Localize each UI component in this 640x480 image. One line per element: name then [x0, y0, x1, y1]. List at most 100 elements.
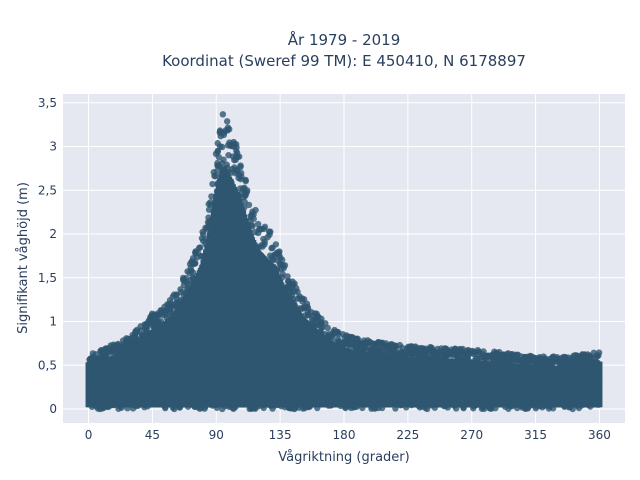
data-point [261, 223, 269, 231]
x-tick-label: 360 [588, 428, 611, 442]
data-point [258, 328, 265, 335]
data-point [313, 367, 320, 374]
data-point [408, 369, 415, 376]
data-point [343, 401, 351, 409]
data-point [247, 233, 255, 241]
data-point [393, 349, 401, 356]
data-point [450, 349, 457, 356]
data-point [193, 403, 200, 410]
data-point [238, 249, 245, 257]
data-point [476, 393, 484, 400]
data-point [290, 302, 298, 310]
data-point [328, 368, 335, 375]
data-point [595, 349, 603, 356]
data-point [372, 382, 380, 389]
data-point [493, 349, 500, 357]
data-point [422, 355, 429, 362]
data-point [157, 318, 165, 325]
data-point [174, 373, 181, 380]
data-point [272, 241, 280, 248]
data-point [442, 391, 450, 398]
x-tick-label: 270 [460, 428, 483, 442]
data-point [375, 338, 382, 346]
y-tick-label: 1,5 [38, 271, 57, 285]
data-point [296, 305, 303, 312]
data-point [248, 306, 255, 313]
data-point [203, 248, 211, 255]
data-point [350, 404, 358, 411]
data-point [357, 353, 364, 360]
data-point [387, 398, 395, 406]
data-point [359, 347, 366, 355]
data-point [412, 352, 419, 359]
data-point [488, 405, 495, 412]
data-point [156, 332, 163, 339]
data-point [413, 384, 421, 391]
data-point [148, 400, 155, 407]
data-point [453, 400, 460, 408]
data-point [223, 118, 231, 125]
data-point [286, 318, 294, 326]
data-point [181, 400, 188, 407]
data-point [206, 300, 214, 307]
data-point [590, 399, 597, 407]
data-point [124, 381, 132, 388]
data-point [371, 405, 378, 412]
data-point [452, 405, 460, 412]
data-point [137, 361, 145, 369]
data-point [260, 404, 267, 412]
data-point [495, 387, 502, 395]
data-point [450, 361, 457, 368]
x-tick-label: 45 [145, 428, 160, 442]
data-point [159, 344, 167, 351]
data-point [497, 377, 504, 384]
y-tick-label: 2 [49, 227, 57, 241]
data-point [543, 363, 550, 370]
data-point [536, 364, 543, 371]
data-point [197, 277, 205, 285]
data-point [288, 312, 295, 319]
data-point [229, 165, 236, 173]
data-point [181, 315, 188, 322]
data-point [343, 348, 350, 355]
data-point [224, 211, 232, 218]
data-point [583, 376, 591, 383]
data-point [414, 367, 421, 374]
data-point [375, 393, 382, 400]
data-point [112, 361, 120, 368]
data-point [279, 301, 286, 308]
data-point [424, 366, 432, 373]
data-point [367, 347, 374, 355]
data-point [224, 262, 231, 269]
data-point [430, 362, 438, 369]
data-point [236, 235, 244, 243]
data-point [209, 180, 216, 188]
data-point [258, 323, 266, 330]
data-point [269, 274, 276, 281]
data-point [340, 371, 348, 379]
data-point [530, 362, 538, 369]
data-point [140, 337, 148, 345]
data-point [553, 382, 560, 390]
data-points [85, 111, 603, 413]
data-point [176, 404, 184, 411]
data-point [290, 295, 297, 303]
data-point [295, 324, 302, 331]
data-point [286, 343, 294, 351]
data-point [311, 376, 319, 384]
data-point [309, 313, 317, 320]
data-point [260, 264, 267, 272]
data-point [223, 275, 230, 282]
data-point [460, 357, 467, 364]
data-point [227, 178, 235, 185]
data-point [333, 347, 340, 354]
data-point [523, 390, 530, 398]
data-point [285, 277, 292, 285]
data-point [535, 356, 542, 364]
data-point [226, 403, 233, 410]
data-point [292, 403, 300, 410]
data-point [418, 345, 426, 352]
data-point [386, 362, 393, 369]
data-point [129, 355, 136, 362]
data-point [234, 255, 242, 262]
